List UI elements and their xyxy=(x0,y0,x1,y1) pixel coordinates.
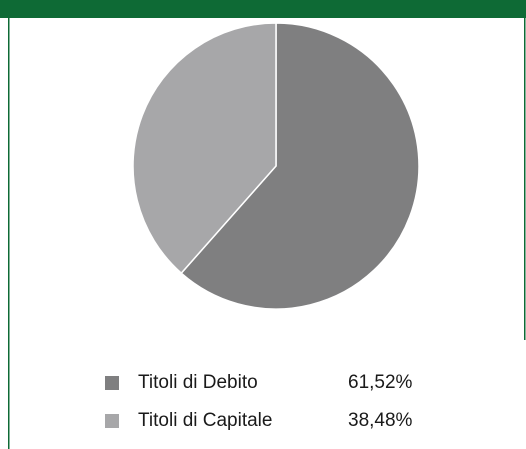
left-border xyxy=(8,18,10,449)
legend-swatch xyxy=(105,376,119,390)
legend-label: Titoli di Debito xyxy=(138,372,258,393)
header-bar xyxy=(0,0,526,18)
right-border xyxy=(524,18,526,340)
legend-label: Titoli di Capitale xyxy=(138,410,272,431)
pie-slice xyxy=(132,22,277,275)
legend-swatch xyxy=(105,414,119,428)
value-label: 61,52% xyxy=(348,372,413,393)
value-label: 38,48% xyxy=(348,410,413,431)
pie-slice xyxy=(180,22,420,310)
